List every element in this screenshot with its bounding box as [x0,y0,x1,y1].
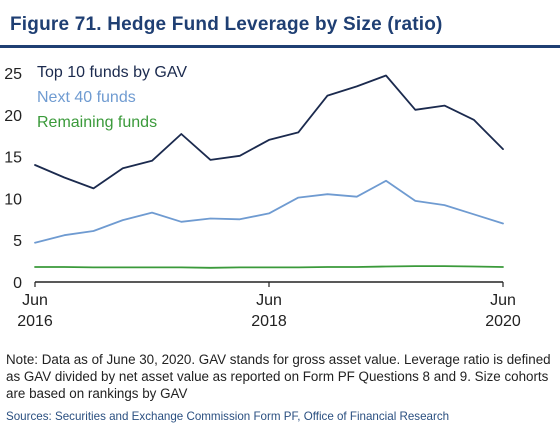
y-tick-label: 15 [4,150,22,167]
x-tick-label: 2018 [251,313,287,330]
series-line [34,74,504,190]
series-line [34,179,504,244]
chart-source: Sources: Securities and Exchange Commiss… [6,410,450,423]
legend-entry: Top 10 funds by GAV [37,64,187,81]
line-chart: 0 5 10 15 20 25 Jun 2016 Jun 2018 Jun 2020 Top 10 fu… [4,64,521,330]
y-tick-label: 25 [4,66,22,83]
chart-note: Note: Data as of June 30, 2020. GAV stan… [6,352,551,401]
y-tick-label: 20 [4,108,22,125]
x-tick-label: Jun [256,292,282,309]
y-tick-label: 10 [4,191,22,208]
y-tick-label: 0 [13,275,22,292]
legend-entry: Remaining funds [37,114,157,131]
x-tick-label: Jun [22,292,48,309]
legend-entry: Next 40 funds [37,89,136,106]
y-tick-label: 5 [13,233,22,250]
chart-title: Figure 71. Hedge Fund Leverage by Size (… [10,14,443,35]
x-tick-label: 2020 [485,313,521,330]
x-tick-label: 2016 [17,313,53,330]
x-tick-label: Jun [490,292,516,309]
series-line [34,265,504,269]
title-rule [0,45,560,48]
